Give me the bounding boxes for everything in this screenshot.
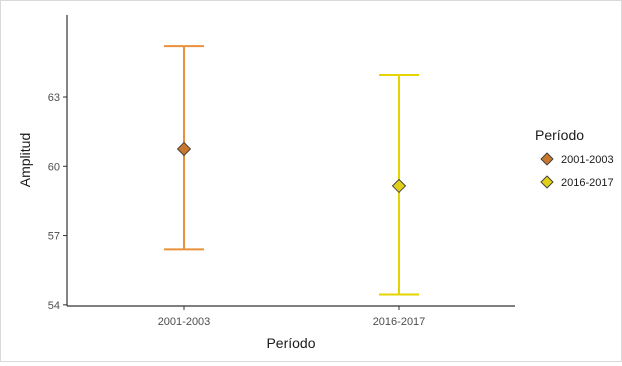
- legend-key-2001-2003: [540, 152, 554, 166]
- y-tick-label: 63: [48, 92, 60, 104]
- mean-marker-2016-2017: [391, 178, 407, 194]
- plot-area: 54 57 60 63 2001-2003 2016-2017 2001-2003 2016-…: [48, 15, 614, 328]
- y-tick-label: 60: [48, 161, 60, 173]
- x-tick-label: 2001-2003: [158, 316, 211, 328]
- y-tick-label: 54: [48, 300, 60, 312]
- x-axis-title: Período: [266, 335, 315, 351]
- mean-marker-2001-2003: [176, 141, 192, 157]
- legend-label-2016-2017: 2016-2017: [561, 177, 614, 189]
- legend-label-2001-2003: 2001-2003: [561, 154, 614, 166]
- y-tick-label: 57: [48, 231, 60, 243]
- y-axis-title: Amplitud: [17, 133, 33, 187]
- legend-key-2016-2017: [540, 175, 554, 189]
- x-tick-label: 2016-2017: [373, 316, 426, 328]
- legend-title: Período: [535, 127, 584, 143]
